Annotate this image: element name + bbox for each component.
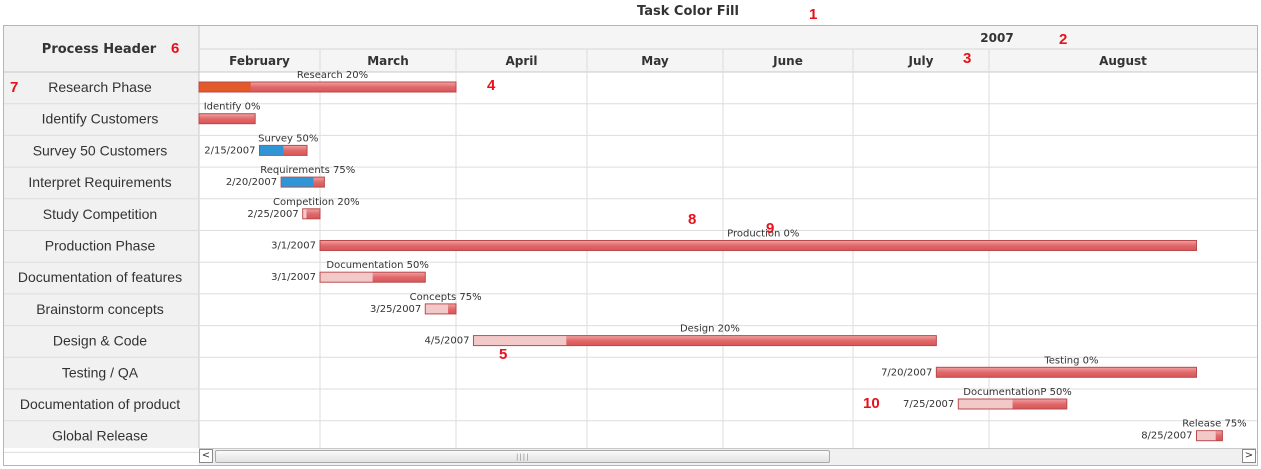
task-bar <box>319 240 1197 251</box>
process-label: Design & Code <box>53 333 147 349</box>
process-label: Research Phase <box>48 79 152 95</box>
task-start-date: 7/25/2007 <box>903 399 954 410</box>
callout-6: 6 <box>171 40 180 57</box>
task-progress-fill <box>281 177 314 187</box>
process-label: Documentation of features <box>18 269 182 285</box>
process-label: Global Release <box>52 428 148 444</box>
process-label: Identify Customers <box>42 111 159 127</box>
month-label: August <box>1099 54 1147 68</box>
task-label: Identify 0% <box>204 102 261 113</box>
process-header-label: Process Header <box>42 42 157 57</box>
process-label: Survey 50 Customers <box>33 142 168 158</box>
callout-5: 5 <box>499 346 508 363</box>
process-label: Brainstorm concepts <box>36 301 164 317</box>
month-label: May <box>641 54 669 68</box>
month-label: June <box>772 54 803 68</box>
task-label: Concepts 75% <box>410 292 482 303</box>
task-progress-fill <box>199 82 251 92</box>
process-header-cell <box>4 26 199 72</box>
process-label: Study Competition <box>43 206 157 222</box>
task-start-date: 8/25/2007 <box>1141 431 1192 442</box>
process-column <box>4 72 199 448</box>
callout-1: 1 <box>809 6 818 23</box>
task-progress-fill <box>425 304 449 314</box>
task-label: Release 75% <box>1182 419 1246 430</box>
task-start-date: 2/15/2007 <box>204 145 255 156</box>
task-label: Design 20% <box>680 324 740 335</box>
task-progress-fill <box>1196 431 1216 441</box>
task-start-date: 3/1/2007 <box>271 272 316 283</box>
callout-3: 3 <box>963 50 972 67</box>
task-bar <box>472 335 937 347</box>
month-header-row <box>199 49 1257 72</box>
task-label: Competition 20% <box>273 197 360 208</box>
callout-4: 4 <box>487 77 496 94</box>
process-label: Production Phase <box>45 238 156 254</box>
task-progress-fill <box>320 272 373 282</box>
year-label: 2007 <box>980 31 1013 45</box>
callout-8: 8 <box>688 211 697 228</box>
task-bar <box>198 113 256 125</box>
month-label: February <box>229 54 290 68</box>
task-bar <box>302 208 321 220</box>
task-label: Documentation 50% <box>326 260 429 271</box>
task-start-date: 7/20/2007 <box>881 367 932 378</box>
gantt-chart: Process Header 2007 February March April May J… <box>3 25 1258 466</box>
task-start-date: 2/20/2007 <box>226 177 277 188</box>
task-progress-fill <box>958 399 1013 409</box>
chart-title: Task Color Fill <box>637 4 739 19</box>
process-label: Interpret Requirements <box>28 174 171 190</box>
task-label: Requirements 75% <box>260 165 355 176</box>
callout-10: 10 <box>863 395 880 412</box>
callout-9: 9 <box>766 220 775 237</box>
year-header-cell <box>199 26 1257 49</box>
process-label: Documentation of product <box>20 396 180 412</box>
month-label: April <box>505 54 537 68</box>
task-start-date: 3/25/2007 <box>370 304 421 315</box>
scroll-thumb[interactable]: |||| <box>215 450 830 463</box>
task-progress-fill <box>260 145 284 155</box>
task-progress-fill <box>473 336 567 346</box>
task-start-date: 2/25/2007 <box>247 209 298 220</box>
task-label: Production 0% <box>727 229 799 240</box>
month-label: March <box>367 54 409 68</box>
scroll-left-arrow[interactable]: < <box>199 449 213 463</box>
task-label: Testing 0% <box>1043 355 1098 366</box>
task-start-date: 3/1/2007 <box>271 241 316 252</box>
task-bar <box>198 81 457 93</box>
task-label: Research 20% <box>297 70 368 81</box>
task-label: Survey 50% <box>258 133 318 144</box>
horizontal-scrollbar[interactable]: < |||| > <box>199 448 1256 465</box>
task-progress-fill <box>303 209 307 219</box>
scroll-grip-icon: |||| <box>516 453 530 461</box>
gantt-svg: Process Header 2007 February March April May J… <box>4 26 1257 453</box>
callout-7: 7 <box>10 79 19 96</box>
callout-2: 2 <box>1059 31 1068 48</box>
scroll-right-arrow[interactable]: > <box>1242 449 1256 463</box>
task-label: DocumentationP 50% <box>963 387 1072 398</box>
task-start-date: 4/5/2007 <box>425 336 470 347</box>
month-label: July <box>908 54 934 68</box>
task-bar <box>935 366 1197 378</box>
process-label: Testing / QA <box>62 364 139 380</box>
